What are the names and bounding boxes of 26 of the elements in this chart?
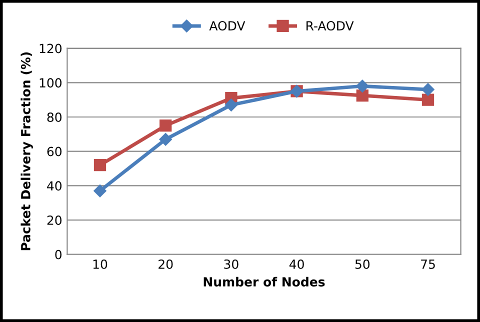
legend-label: R-AODV [306, 21, 354, 31]
point [159, 132, 172, 146]
point [160, 120, 172, 132]
point [422, 83, 434, 96]
point [422, 94, 434, 106]
point [94, 184, 106, 198]
y-tick-label: 20 [47, 216, 62, 225]
x-tick-label: 75 [421, 260, 435, 269]
x-tick-label: 40 [289, 259, 304, 269]
y-axis-title: Packet Delivery Fraction (%) [20, 52, 33, 250]
point [356, 80, 369, 92]
y-tick-label: 40 [47, 181, 62, 191]
point [94, 159, 106, 172]
x-tick-label: 20 [158, 259, 173, 269]
x-axis-title: Number of Nodes [204, 276, 325, 287]
point [356, 89, 368, 102]
y-tick-label: 100 [40, 78, 62, 88]
y-tick-label: 0 [55, 250, 62, 260]
point [224, 98, 238, 112]
y-tick-label: 60 [47, 146, 62, 156]
x-tick-label: 10 [93, 259, 108, 269]
legend-label: AODV [209, 21, 246, 31]
y-tick-label: 80 [47, 112, 62, 122]
x-tick-label: 50 [355, 259, 370, 269]
y-tick-label: 120 [40, 44, 62, 54]
x-tick-label: 30 [224, 259, 238, 269]
